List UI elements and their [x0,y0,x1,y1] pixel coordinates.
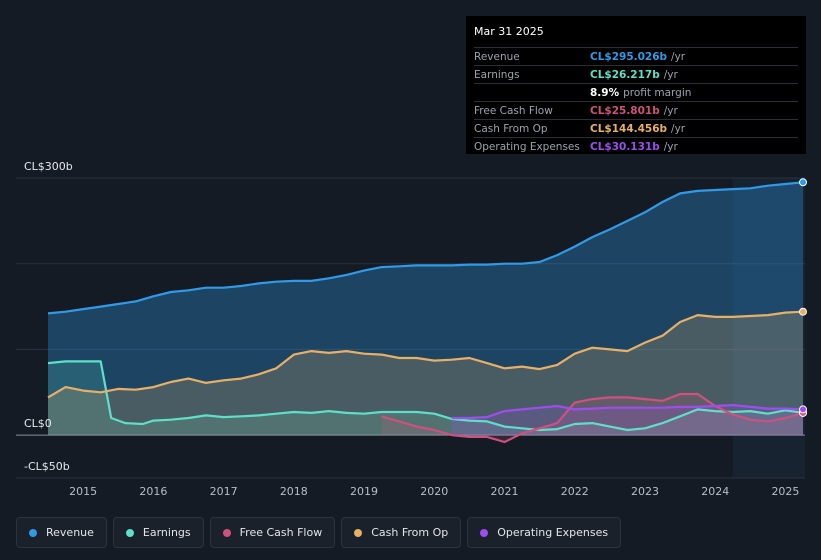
tooltip-row-suffix: /yr [663,104,678,117]
cash-from-op-area [48,311,803,436]
legend-label: Revenue [46,526,94,539]
series-areas [48,182,803,442]
series-lines [47,181,804,444]
revenue-area [48,182,803,436]
gridlines [16,177,805,479]
legend-dot-icon [222,528,231,537]
x-tick-label: 2015 [69,485,98,498]
revenue-end-marker [799,178,807,187]
tooltip-row: Earnings CL$26.217b/yr [474,65,798,83]
tooltip-row-value: CL$30.131b [590,140,660,153]
series-end-markers [799,178,807,417]
tooltip-date: Mar 31 2025 [474,25,544,38]
tooltip-row-value: CL$26.217b [590,68,660,81]
legend-label: Earnings [142,526,191,539]
tooltip-row-suffix: profit margin [623,86,692,99]
legend-label: Operating Expenses [497,526,609,539]
tooltip-row: Free Cash Flow CL$25.801b/yr [474,101,798,119]
x-tick-label: 2024 [701,485,730,498]
legend-label: Free Cash Flow [239,526,323,539]
earnings-line [47,360,804,432]
x-tick-label: 2025 [771,485,800,498]
data-tooltip: Mar 31 2025 Revenue CL$295.026b/yr Earning… [466,16,806,154]
legend-item-earnings[interactable]: Earnings [112,517,204,548]
legend-item-operating-expenses[interactable]: Operating Expenses [467,517,622,548]
tooltip-row-label: Revenue [474,50,520,63]
x-tick-label: 2021 [490,485,519,498]
tooltip-row-label: Free Cash Flow [474,104,553,117]
operating-expenses-line [451,404,804,420]
tooltip-row: Revenue CL$295.026b/yr [474,47,798,65]
cash-from-op-line [47,310,804,399]
legend-dot-icon [29,528,37,537]
legend-item-free-cash-flow[interactable]: Free Cash Flow [209,517,336,548]
tooltip-row-value: CL$144.456b [590,122,668,135]
legend-item-revenue[interactable]: Revenue [16,517,107,548]
tooltip-row-label: Operating Expenses [474,140,580,153]
y-axis-zero-label: CL$0 [24,417,52,430]
tooltip-row-suffix: /yr [671,50,686,63]
cash-from-op-end-marker [799,307,807,316]
tooltip-row-value: 8.9% [590,86,620,99]
x-tick-label: 2023 [630,485,659,498]
y-axis-bottom-label: -CL$50b [24,460,70,473]
tooltip-row: Operating Expenses CL$30.131b/yr [474,137,798,155]
legend-dot-icon [480,528,489,537]
x-tick-label: 2022 [560,485,589,498]
x-tick-label: 2019 [350,485,379,498]
free-cash-flow-line [381,392,804,444]
x-tick-label: 2020 [420,485,449,498]
legend-dot-icon [354,528,363,537]
tooltip-row-suffix: /yr [663,140,678,153]
legend-label: Cash From Op [371,526,449,539]
tooltip-row-label: Earnings [474,68,520,81]
legend: Revenue Earnings Free Cash Flow Cash From O… [16,517,622,548]
legend-item-cash-from-op[interactable]: Cash From Op [341,517,462,548]
revenue-line [47,181,804,315]
operating-expenses-end-marker [799,405,807,414]
recent-period-band [732,178,805,478]
x-tick-label: 2016 [139,485,168,498]
legend-dot-icon [125,528,134,537]
tooltip-row-suffix: /yr [663,68,678,81]
x-tick-label: 2017 [209,485,238,498]
tooltip-row: 8.9% profit margin [474,83,798,101]
y-axis-top-label: CL$300b [24,160,73,173]
x-tick-label: 2018 [279,485,308,498]
tooltip-row: Cash From Op CL$144.456b/yr [474,119,798,137]
tooltip-row-label: Cash From Op [474,122,548,135]
tooltip-row-value: CL$25.801b [590,104,660,117]
tooltip-row-suffix: /yr [671,122,686,135]
tooltip-row-value: CL$295.026b [590,50,668,63]
